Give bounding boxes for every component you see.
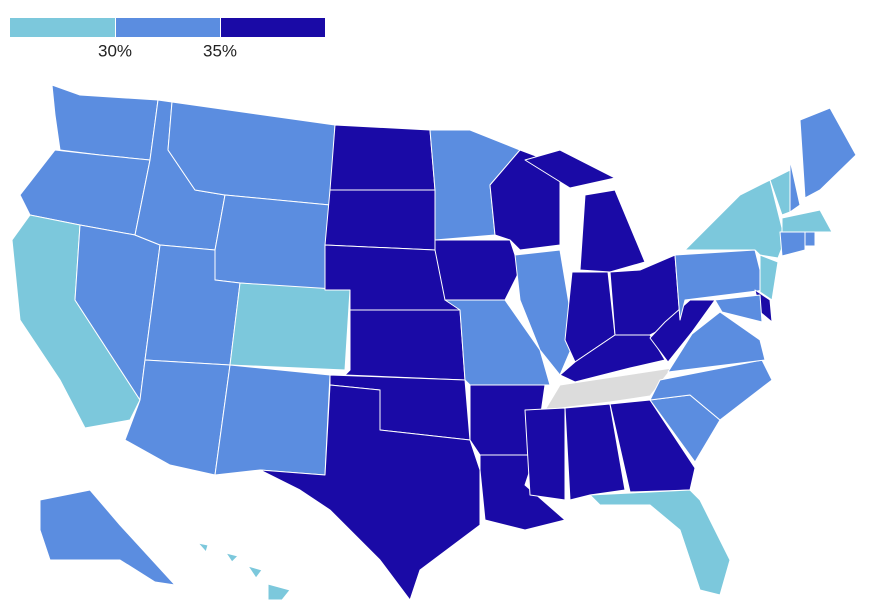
region xyxy=(524,149,616,189)
region xyxy=(674,249,766,321)
region xyxy=(781,209,833,233)
region xyxy=(609,399,696,493)
region xyxy=(489,149,561,251)
region xyxy=(434,239,521,301)
region xyxy=(804,231,816,247)
region xyxy=(39,489,176,586)
region xyxy=(667,311,766,373)
region xyxy=(589,489,731,596)
region xyxy=(229,282,351,371)
region xyxy=(579,189,646,273)
legend-tick-label: 30% xyxy=(98,41,132,60)
region xyxy=(267,583,291,600)
region xyxy=(759,254,779,301)
region xyxy=(214,364,331,476)
region xyxy=(564,403,626,501)
region xyxy=(524,407,566,501)
region xyxy=(197,542,209,553)
states xyxy=(11,84,857,600)
legend-swatch xyxy=(10,18,115,37)
region xyxy=(714,294,763,323)
region xyxy=(51,84,159,161)
legend-tick-label: 35% xyxy=(203,41,237,60)
legend-swatch xyxy=(221,18,325,37)
region xyxy=(779,231,806,257)
region xyxy=(684,179,786,259)
region xyxy=(799,107,857,199)
region xyxy=(344,309,466,381)
region xyxy=(214,194,331,291)
region xyxy=(649,299,716,363)
region xyxy=(225,552,239,563)
legend-swatch xyxy=(116,18,220,37)
region xyxy=(259,384,481,600)
legend: 30% 35% xyxy=(10,18,325,60)
region xyxy=(329,124,436,191)
region xyxy=(247,565,263,579)
region xyxy=(324,189,436,251)
region xyxy=(789,159,801,213)
